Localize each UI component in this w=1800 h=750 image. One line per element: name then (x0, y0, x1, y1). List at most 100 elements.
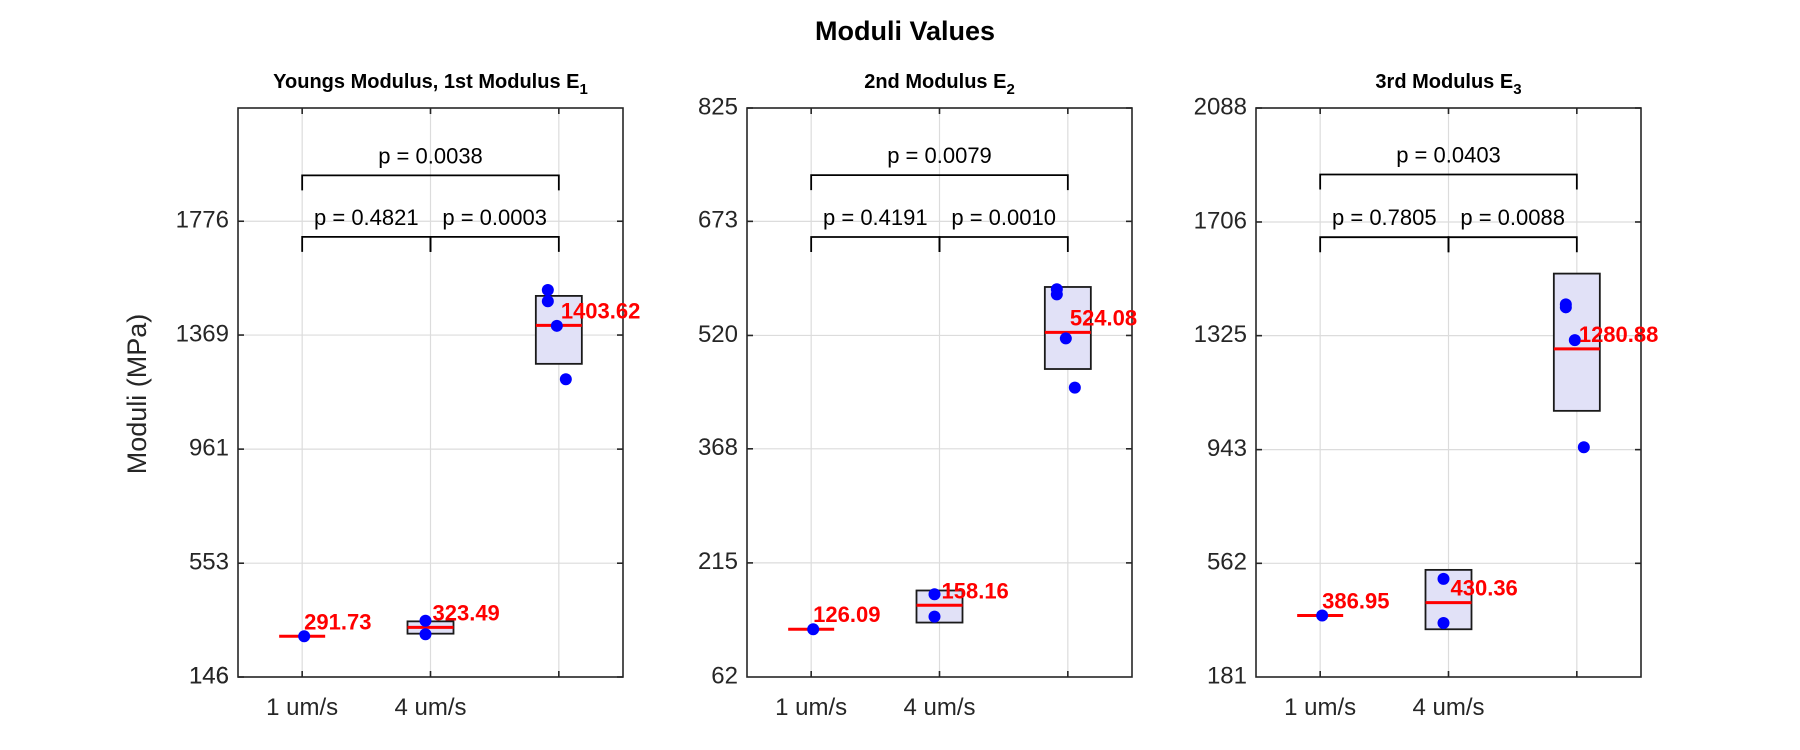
chart-panel-2: 215 368 520 673 825 62 1 um/s 4 um/s 2nd Modulus… (698, 71, 1137, 721)
bracket-line (810, 174, 1069, 191)
y-tick-label: 146 (189, 662, 229, 689)
y-tick-label: 1369 (176, 320, 229, 347)
bracket-line (1447, 236, 1578, 253)
median-label: 1403.62 (561, 298, 641, 323)
y-tick-label: 943 (1207, 435, 1247, 462)
subplot-title-subscript: 1 (579, 81, 587, 98)
box-group: 430.36 (1424, 568, 1518, 631)
y-tick-label: 520 (698, 321, 738, 348)
p-value-label: p = 0.0079 (887, 143, 992, 168)
data-point (1577, 441, 1590, 454)
p-value-label: p = 0.0038 (378, 143, 483, 168)
p-value-label: p = 0.7805 (1332, 205, 1437, 230)
data-point (1059, 332, 1072, 345)
p-value-label: p = 0.4821 (314, 205, 419, 230)
box-group: 386.95 (1297, 589, 1389, 622)
x-tick-label: 1 um/s (1284, 694, 1356, 721)
data-point (1437, 616, 1450, 629)
significance-bracket: p = 0.0003 (429, 205, 560, 252)
data-point (1568, 334, 1581, 347)
bracket-line (429, 235, 560, 252)
data-point (1068, 381, 1081, 394)
chart-panel-3: 562 943 1325 1706 2088 181 1 um/s 4 um/s 3rd Mod… (1194, 71, 1659, 721)
y-tick-label: 961 (189, 434, 229, 461)
subplot-title: Youngs Modulus, 1st Modulus E1 (273, 71, 588, 98)
y-tick-label: 673 (698, 207, 738, 234)
x-tick-label: 1 um/s (266, 694, 338, 721)
subplot-title-subscript: 2 (1006, 81, 1014, 98)
data-point (541, 295, 554, 308)
x-tick-label: 4 um/s (903, 694, 975, 721)
data-point (1050, 283, 1063, 296)
y-tick-label: 62 (711, 662, 738, 689)
data-point (928, 610, 941, 623)
data-point (1559, 298, 1572, 311)
median-label: 158.16 (942, 578, 1009, 603)
box-group: 524.08 (1043, 283, 1137, 394)
data-point (559, 373, 572, 386)
y-tick-label: 562 (1207, 549, 1247, 576)
box-group: 1403.62 (534, 284, 641, 386)
box (1043, 286, 1092, 370)
significance-bracket: p = 0.7805 (1319, 205, 1450, 253)
data-point (807, 623, 820, 636)
median-label: 430.36 (1451, 576, 1518, 601)
box-group: 291.73 (279, 609, 371, 643)
median-label: 1280.88 (1579, 322, 1659, 347)
significance-bracket: p = 0.4821 (301, 205, 432, 252)
y-tick-label: 146 (189, 662, 229, 689)
data-point (1316, 609, 1329, 622)
significance-bracket: p = 0.0403 (1319, 143, 1578, 190)
box-group: 126.09 (788, 602, 880, 636)
figure-title: Moduli Values (815, 16, 995, 46)
x-tick-label: 1 um/s (775, 694, 847, 721)
bracket-line (1319, 173, 1578, 190)
y-tick-label: 181 (1207, 662, 1247, 689)
x-tick-label: 4 um/s (394, 694, 466, 721)
median-label: 524.08 (1070, 305, 1137, 330)
y-tick-label: 1325 (1194, 321, 1247, 348)
y-tick-label: 215 (698, 548, 738, 575)
median-label: 323.49 (433, 600, 500, 625)
bracket-line (301, 235, 432, 252)
y-axis-label: Moduli (MPa) (122, 314, 152, 475)
data-point (928, 588, 941, 601)
median-label: 291.73 (304, 609, 371, 634)
significance-bracket: p = 0.0088 (1447, 205, 1578, 253)
y-tick-label: 2088 (1194, 93, 1247, 120)
significance-bracket: p = 0.4191 (810, 205, 941, 253)
data-point (419, 614, 432, 627)
box-group: 158.16 (915, 578, 1009, 624)
data-point (419, 628, 432, 641)
data-point (550, 319, 563, 332)
x-tick-label: 4 um/s (1412, 694, 1484, 721)
p-value-label: p = 0.0010 (951, 205, 1056, 230)
y-tick-label: 825 (698, 93, 738, 120)
p-value-label: p = 0.0403 (1396, 143, 1501, 168)
data-point (541, 284, 554, 297)
data-point (298, 630, 311, 643)
bracket-line (938, 236, 1069, 253)
y-tick-label: 553 (189, 549, 229, 576)
significance-bracket: p = 0.0010 (938, 205, 1069, 253)
significance-bracket: p = 0.0079 (810, 143, 1069, 191)
box-group: 1280.88 (1552, 272, 1659, 454)
median-label: 386.95 (1322, 589, 1389, 614)
p-value-label: p = 0.0088 (1460, 205, 1565, 230)
subplot-title: 2nd Modulus E2 (864, 71, 1015, 98)
median-label: 126.09 (813, 602, 880, 627)
bracket-line (301, 174, 560, 191)
p-value-label: p = 0.0003 (442, 205, 547, 230)
data-point (1437, 572, 1450, 585)
significance-bracket: p = 0.0038 (301, 143, 560, 191)
subplot-title: 3rd Modulus E3 (1375, 71, 1521, 98)
y-tick-label: 368 (698, 434, 738, 461)
y-tick-label: 1706 (1194, 207, 1247, 234)
box-group: 323.49 (406, 600, 500, 641)
bracket-line (1319, 236, 1450, 253)
p-value-label: p = 0.4191 (823, 205, 928, 230)
subplot-title-subscript: 3 (1513, 81, 1521, 98)
